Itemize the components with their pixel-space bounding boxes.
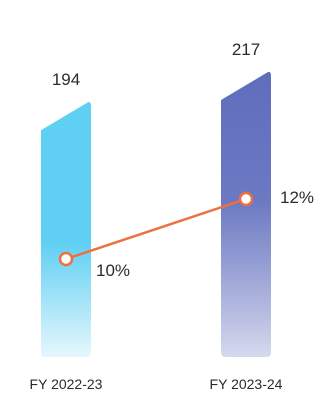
line-point [238, 191, 254, 207]
line-point [58, 251, 74, 267]
bar-value-label: 194 [52, 70, 80, 89]
category-label: FY 2022-23 [30, 376, 103, 392]
growth-line [65, 197, 247, 261]
bar-fy-2022-23 [41, 102, 91, 357]
bar-value-label: 217 [232, 40, 260, 59]
category-label: FY 2023-24 [210, 376, 283, 392]
line-point-label: 12% [280, 188, 314, 207]
bar-fy-2023-24 [221, 71, 271, 357]
line-point-label: 10% [96, 261, 130, 280]
